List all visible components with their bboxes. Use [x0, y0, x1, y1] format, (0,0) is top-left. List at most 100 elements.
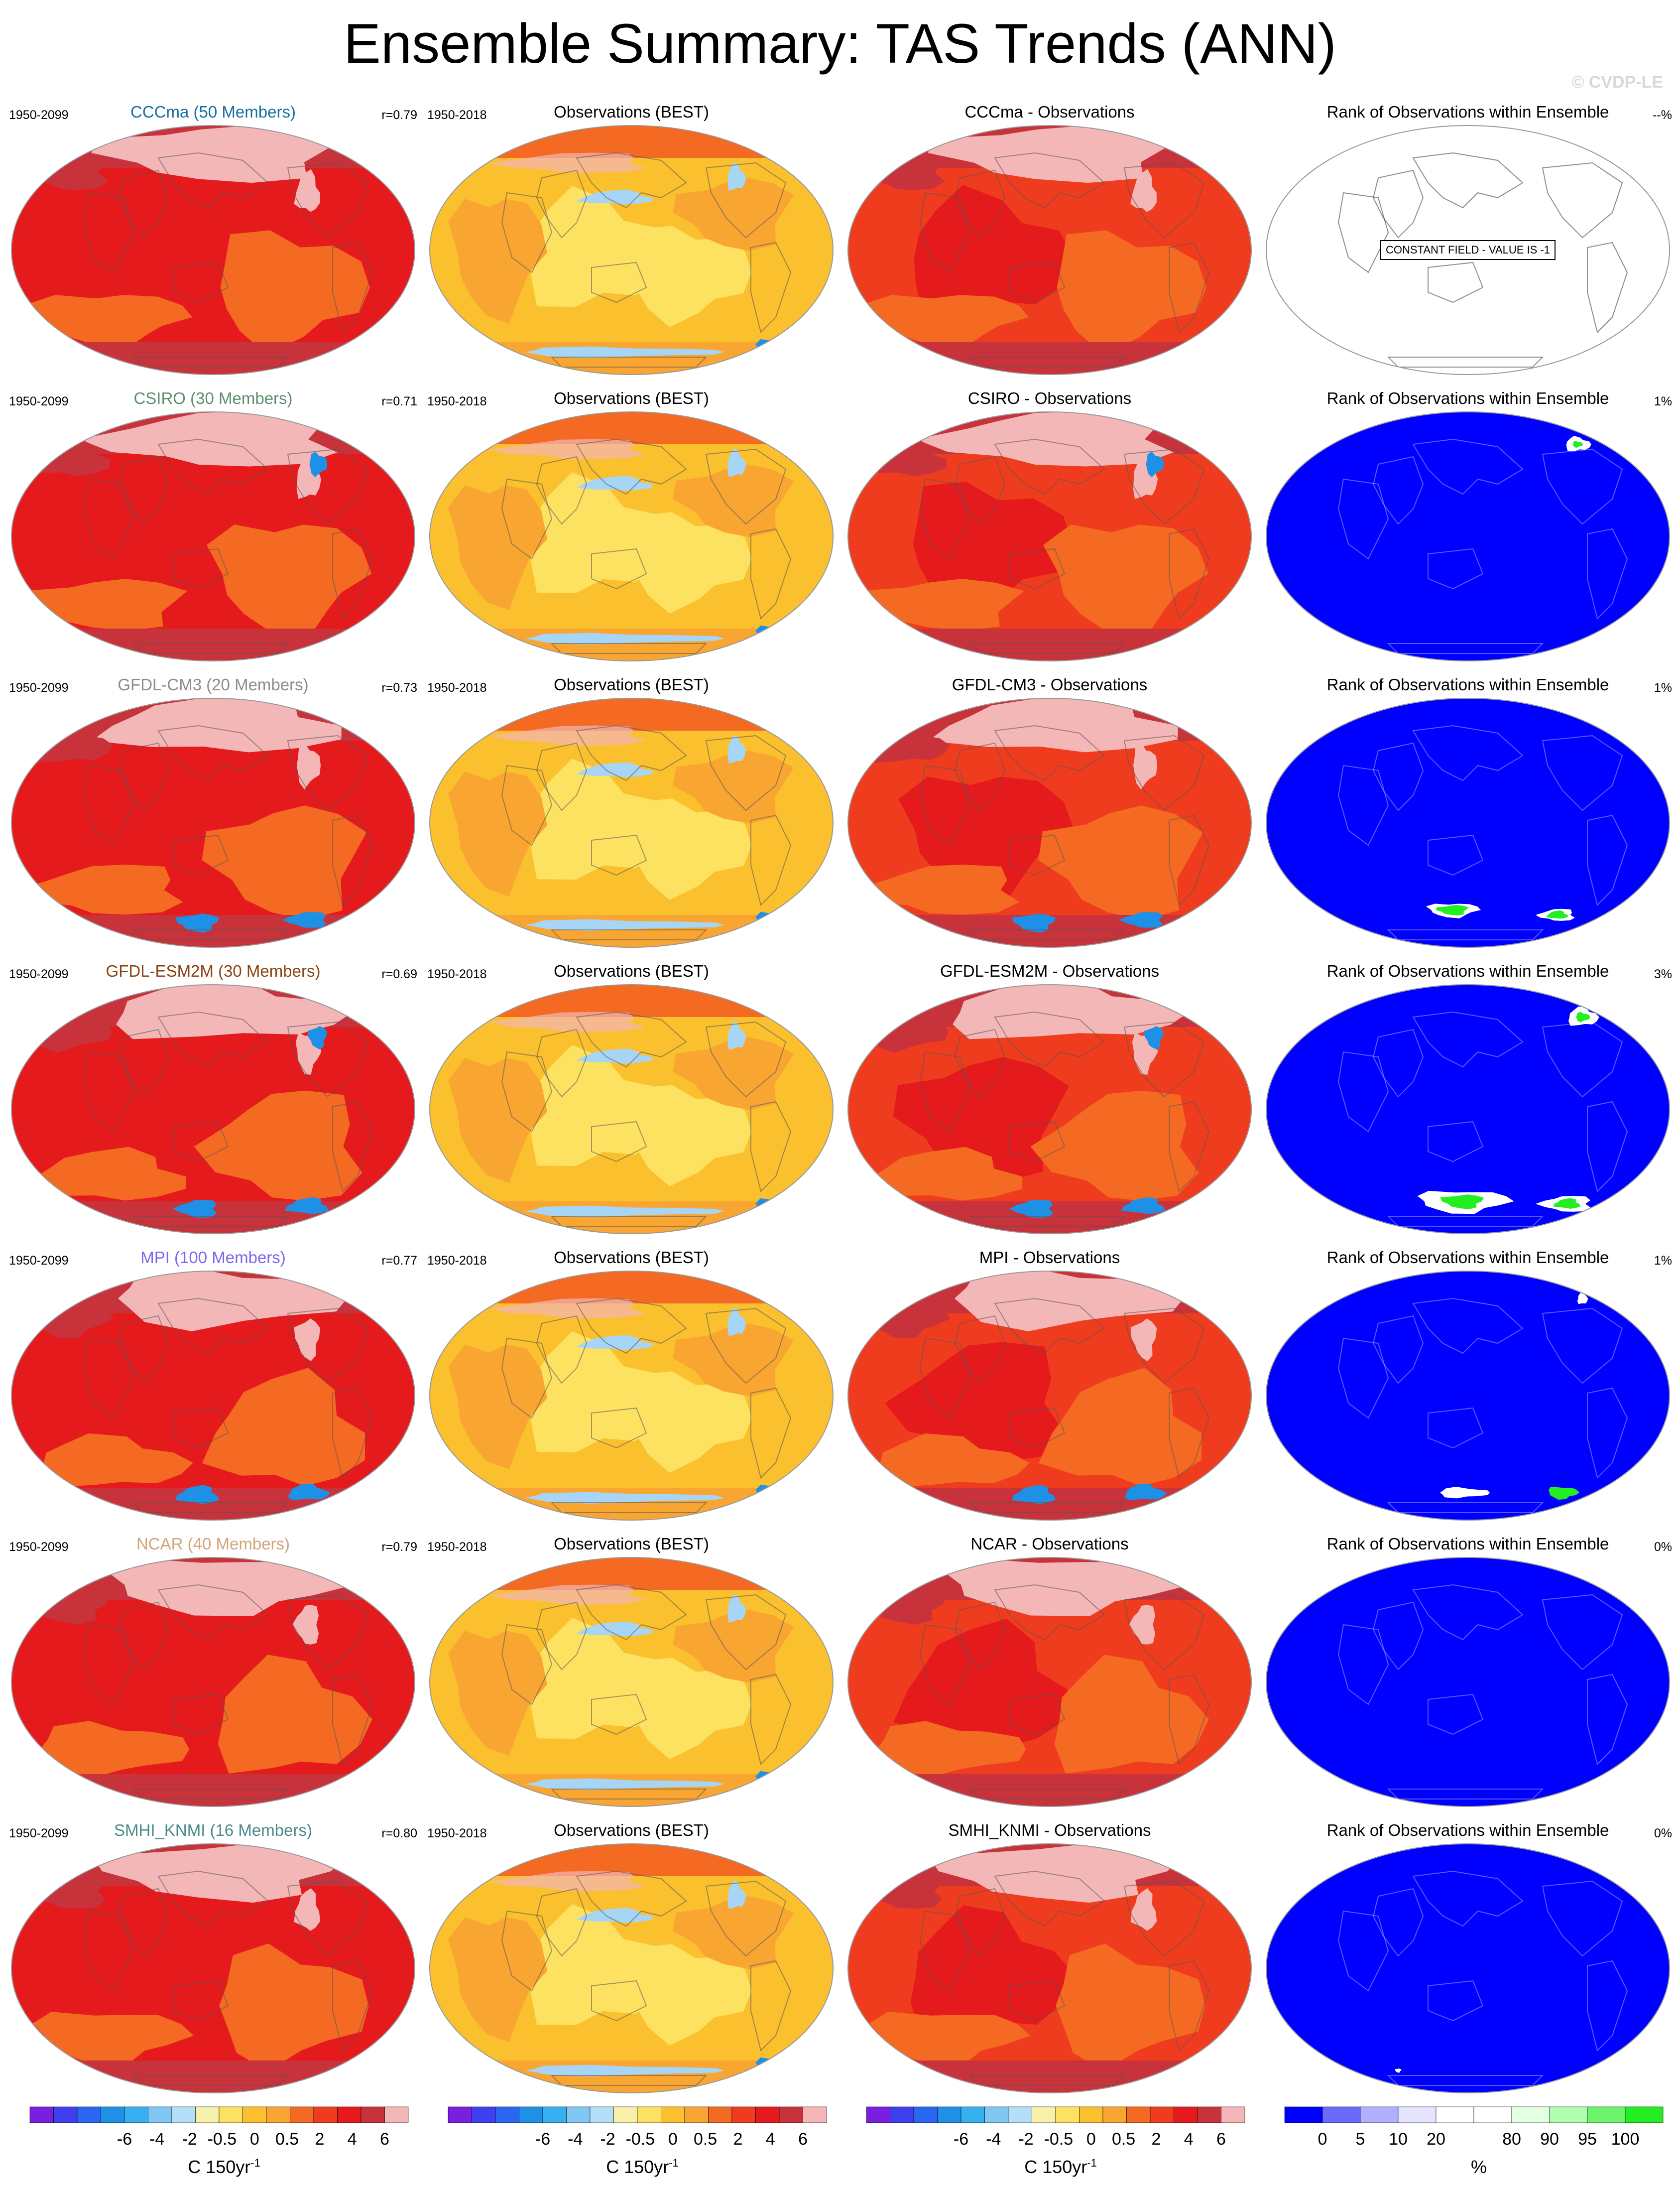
colorbar-swatch: [313, 2106, 338, 2123]
colorbar-swatch: [29, 2106, 54, 2123]
colorbar-tick-label: 0: [250, 2130, 259, 2149]
rank-map: [1266, 411, 1670, 661]
colorbar-tick-label: 4: [766, 2130, 775, 2149]
colorbar-swatch: [219, 2106, 243, 2123]
rank-panel-row-6: Rank of Observations within Ensemble 0%: [1264, 1534, 1672, 1813]
difference-panel-title: NCAR - Observations: [970, 1535, 1129, 1553]
pattern-correlation-label: r=0.69: [381, 967, 417, 981]
colorbar-tick-label: 80: [1502, 2130, 1521, 2149]
colorbar-tick-label: 0.5: [1112, 2130, 1135, 2149]
model-panel-row-3: GFDL-CM3 (20 Members) 1950-2099 r=0.73: [9, 675, 417, 954]
colorbar-tick-label: 6: [380, 2130, 389, 2149]
colorbar-swatch: [1587, 2106, 1626, 2123]
obs-panel-row-2: Observations (BEST) 1950-2018: [427, 388, 836, 667]
rank-percent-label: 1%: [1654, 394, 1672, 408]
model-panel-row-5: MPI (100 Members) 1950-2099 r=0.77: [9, 1248, 417, 1527]
colorbar-swatch: [937, 2106, 961, 2123]
model-map: [11, 1557, 415, 1807]
pattern-correlation-label: r=0.79: [381, 1540, 417, 1554]
colorbar-tick-label: -0.5: [1044, 2130, 1074, 2149]
period-label: 1950-2018: [427, 967, 487, 981]
colorbar-swatch: [661, 2106, 685, 2123]
period-label: 1950-2018: [427, 108, 487, 122]
diff-panel-row-4: GFDL-ESM2M - Observations: [845, 961, 1254, 1240]
model-map: [11, 411, 415, 661]
diff-map: [847, 984, 1252, 1234]
colorbar-swatch: [1079, 2106, 1103, 2123]
colorbar-swatch: [755, 2106, 780, 2123]
obs-panel-row-6: Observations (BEST) 1950-2018: [427, 1534, 836, 1813]
model-panel-row-2: CSIRO (30 Members) 1950-2099 r=0.71: [9, 388, 417, 667]
colorbar-tick-label: 6: [798, 2130, 808, 2149]
colorbar-tick-label: 2: [1151, 2130, 1161, 2149]
colorbar-swatch: [1436, 2106, 1474, 2123]
colorbar-units: C 150yr-1: [188, 2157, 260, 2177]
colorbar-trend-2: -6 -4 -2 -0.5 0 0.5 2 4 6 C 150yr-1: [438, 2105, 846, 2180]
obs-panel-row-4: Observations (BEST) 1950-2018: [427, 961, 836, 1240]
colorbar-swatch: [77, 2106, 101, 2123]
rank-percent-label: 1%: [1654, 681, 1672, 695]
colorbar-swatch: [337, 2106, 361, 2123]
pattern-correlation-label: r=0.73: [381, 681, 417, 695]
page-title: Ensemble Summary: TAS Trends (ANN): [344, 12, 1336, 75]
obs-map: [429, 1271, 834, 1521]
colorbar-swatch: [1221, 2106, 1245, 2123]
model-map: [11, 1271, 415, 1521]
colorbar-swatch: [731, 2106, 756, 2123]
model-map: [11, 1843, 415, 2093]
colorbar-swatch: [542, 2106, 567, 2123]
colorbar-swatch: [1284, 2106, 1323, 2123]
diff-map: [847, 1843, 1252, 2093]
colorbar-tick-label: -6: [954, 2130, 968, 2149]
colorbar-units: %: [1470, 2157, 1487, 2177]
obs-panel-title: Observations (BEST): [554, 1248, 709, 1267]
pattern-correlation-label: r=0.77: [381, 1254, 417, 1268]
colorbar-swatch: [360, 2106, 385, 2123]
colorbar-swatch: [637, 2106, 661, 2123]
period-label: 1950-2099: [9, 1254, 69, 1268]
colorbar-tick-label: 2: [733, 2130, 742, 2149]
rank-panel-title: Rank of Observations within Ensemble: [1326, 1821, 1609, 1839]
rank-percent-label: 1%: [1654, 1254, 1672, 1268]
colorbar-tick-label: -6: [117, 2130, 132, 2149]
colorbar-tick-label: 95: [1578, 2130, 1597, 2149]
colorbar-swatch: [1008, 2106, 1032, 2123]
diff-map: [847, 411, 1252, 661]
colorbar-swatch: [960, 2106, 985, 2123]
difference-panel-title: GFDL-CM3 - Observations: [952, 675, 1148, 694]
colorbar-trend-1: -6 -4 -2 -0.5 0 0.5 2 4 6 C 150yr-1: [20, 2105, 428, 2180]
rank-panel-title: Rank of Observations within Ensemble: [1326, 103, 1609, 121]
colorbar-tick-label: -2: [600, 2130, 615, 2149]
colorbar-swatch: [566, 2106, 591, 2123]
model-panel-title: NCAR (40 Members): [136, 1535, 290, 1553]
colorbar-tick-label: 4: [348, 2130, 357, 2149]
colorbar-tick-label: 0.5: [275, 2130, 299, 2149]
colorbar-swatch: [708, 2106, 732, 2123]
period-label: 1950-2018: [427, 1826, 487, 1840]
period-label: 1950-2099: [9, 394, 69, 408]
watermark: © CVDP-LE: [1571, 73, 1663, 92]
period-label: 1950-2099: [9, 1826, 69, 1840]
colorbar-tick-label: 10: [1389, 2130, 1408, 2149]
colorbar-swatch: [1625, 2106, 1664, 2123]
obs-map: [429, 411, 834, 661]
period-label: 1950-2099: [9, 967, 69, 981]
colorbar-tick-label: 90: [1540, 2130, 1559, 2149]
model-panel-title: CSIRO (30 Members): [133, 389, 293, 407]
colorbar-tick-label: -2: [1018, 2130, 1033, 2149]
colorbar-swatch: [1398, 2106, 1437, 2123]
colorbar-swatch: [519, 2106, 543, 2123]
colorbar-tick-label: -4: [568, 2130, 583, 2149]
difference-panel-title: MPI - Observations: [979, 1248, 1120, 1267]
colorbar-tick-label: 0: [1086, 2130, 1096, 2149]
rank-map: [1266, 984, 1670, 1234]
model-map: [11, 698, 415, 948]
colorbar-tick-label: -0.5: [208, 2130, 237, 2149]
diff-panel-row-3: GFDL-CM3 - Observations: [845, 675, 1254, 954]
obs-panel-row-1: Observations (BEST) 1950-2018: [427, 102, 836, 381]
colorbar-swatch: [1473, 2106, 1512, 2123]
colorbar-tick-label: 0: [668, 2130, 678, 2149]
obs-panel-row-5: Observations (BEST) 1950-2018: [427, 1248, 836, 1527]
rank-percent-label: 0%: [1654, 1540, 1672, 1554]
period-label: 1950-2018: [427, 1254, 487, 1268]
